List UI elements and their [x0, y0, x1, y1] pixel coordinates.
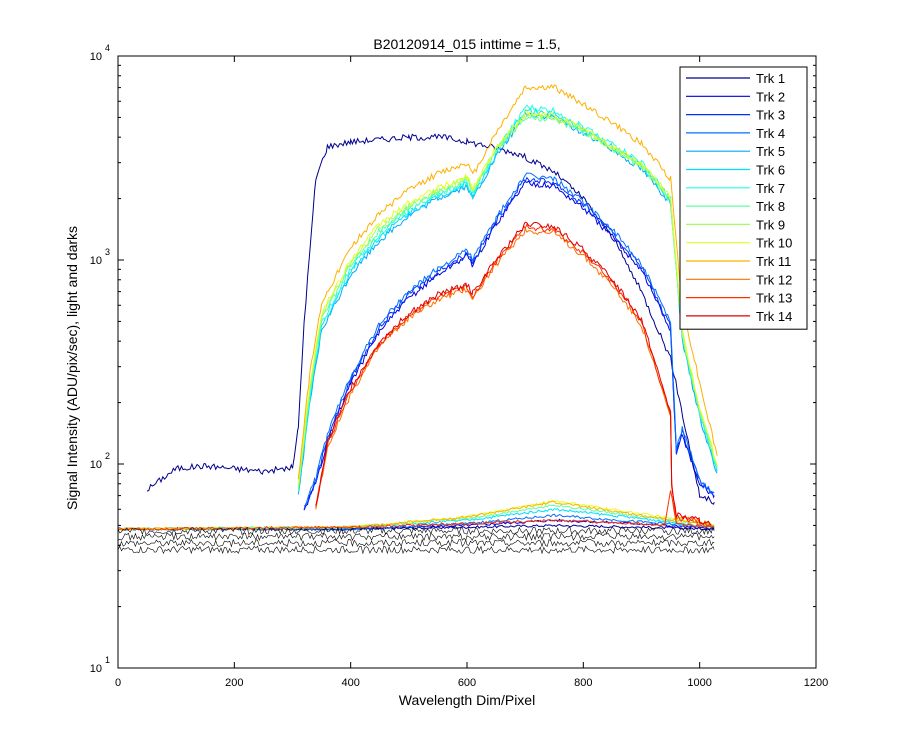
x-tick-label: 1200	[804, 677, 828, 689]
dark-level-line	[118, 500, 715, 531]
series-line-7	[297, 103, 718, 489]
legend-label: Trk 2	[756, 89, 785, 104]
y-tick-exponent: 4	[105, 43, 110, 53]
legend-label: Trk 10	[756, 236, 792, 251]
dark-level-line	[118, 538, 715, 548]
x-tick-label: 600	[458, 677, 476, 689]
x-tick-label: 400	[341, 677, 359, 689]
legend-label: Trk 4	[756, 126, 785, 141]
legend-label: Trk 5	[756, 144, 785, 159]
legend-label: Trk 3	[756, 108, 785, 123]
y-tick-label: 10	[90, 255, 102, 267]
legend-label: Trk 6	[756, 163, 785, 178]
series-line-10	[297, 110, 718, 486]
legend-label: Trk 9	[756, 217, 785, 232]
x-tick-label: 0	[115, 677, 121, 689]
legend-label: Trk 13	[756, 291, 792, 306]
y-tick-label: 10	[90, 51, 102, 63]
legend-label: Trk 8	[756, 199, 785, 214]
dark-level-line	[118, 500, 715, 531]
legend-label: Trk 12	[756, 272, 792, 287]
y-tick-label: 10	[90, 459, 102, 471]
series-line-4	[303, 172, 715, 507]
x-tick-label: 200	[225, 677, 243, 689]
x-tick-label: 1000	[687, 677, 711, 689]
series-line-2	[303, 180, 715, 511]
dark-level-line	[118, 545, 715, 555]
series-line-3	[303, 176, 715, 510]
legend-label: Trk 11	[756, 254, 791, 269]
y-tick-exponent: 2	[105, 451, 110, 461]
series-line-14	[315, 221, 712, 526]
series-line-1	[146, 133, 715, 505]
series-layer	[118, 84, 718, 555]
legend-label: Trk 14	[756, 309, 792, 324]
y-axis-label: Signal Intensity (ADU/pix/sec), light an…	[64, 226, 80, 510]
x-axis-label: Wavelength Dim/Pixel	[399, 692, 535, 708]
legend-box	[679, 66, 808, 330]
dark-level-line	[118, 490, 715, 531]
chart-title: B20120914_015 inttime = 1.5,	[373, 36, 560, 52]
y-tick-label: 10	[90, 663, 102, 675]
series-line-5	[297, 110, 718, 495]
y-tick-exponent: 1	[105, 655, 110, 665]
series-line-6	[297, 107, 718, 492]
dark-level-line	[118, 532, 715, 542]
legend-label: Trk 1	[756, 71, 785, 86]
y-tick-exponent: 3	[105, 247, 110, 257]
x-tick-label: 800	[574, 677, 592, 689]
dark-level-line	[118, 526, 715, 536]
legend-label: Trk 7	[756, 181, 785, 196]
series-line-11	[297, 84, 718, 480]
legend: Trk 1 Trk 2 Trk 3 Trk 4 Trk 5 Trk 6 Trk 7 Trk 8…	[679, 66, 808, 330]
